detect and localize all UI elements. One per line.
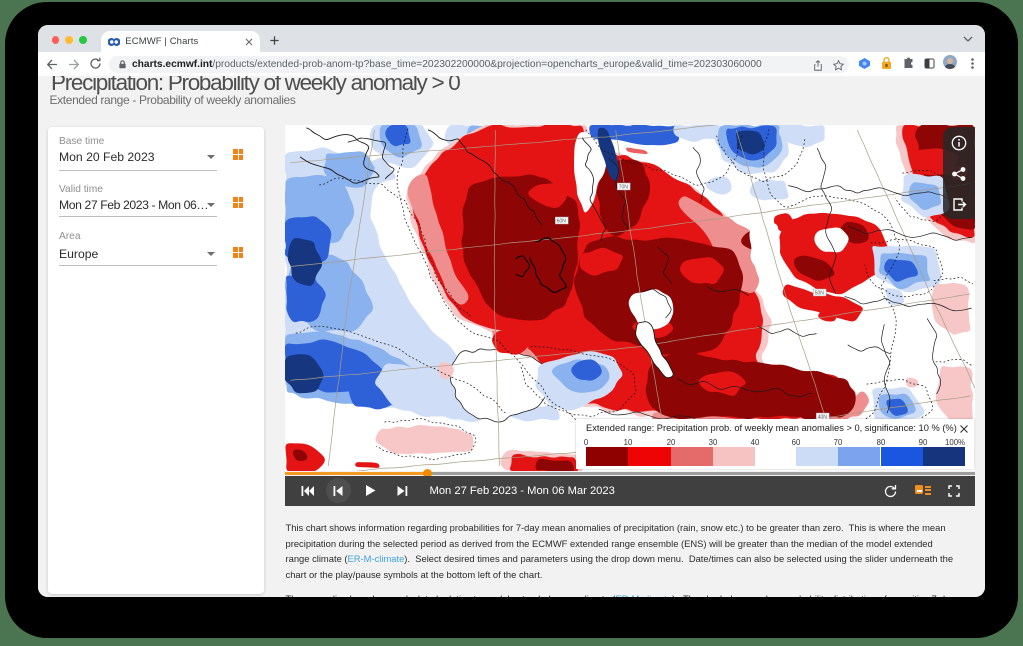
svg-text:50N: 50N [814, 290, 824, 296]
svg-text:40N: 40N [817, 414, 827, 420]
svg-text:60N: 60N [556, 218, 566, 224]
svg-text:70N: 70N [618, 184, 628, 190]
